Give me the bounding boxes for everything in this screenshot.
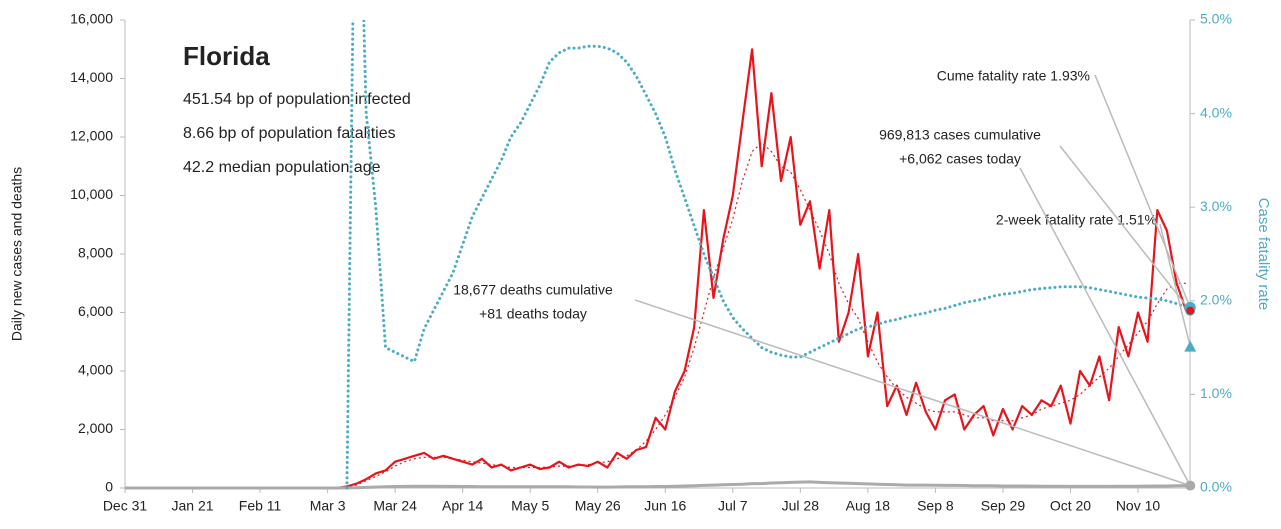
leader-line	[1094, 74, 1191, 308]
x-tick-label: Jul 28	[782, 498, 820, 514]
info-line: 42.2 median population age	[183, 159, 381, 176]
y-tick-label: 10,000	[70, 186, 113, 202]
leader-line	[1019, 167, 1191, 486]
x-tick-label: Sep 8	[917, 498, 954, 514]
y2-axis-label: Case fatality rate	[1255, 198, 1272, 311]
plot-area	[125, 20, 1188, 490]
x-tick-label: Sep 29	[981, 498, 1026, 514]
y-tick-label: 4,000	[78, 362, 113, 378]
marker-triangle	[1184, 340, 1197, 352]
x-tick-label: Mar 24	[373, 498, 417, 514]
y-tick-label: 6,000	[78, 303, 113, 319]
series-line	[125, 480, 1187, 490]
y-tick-label: 8,000	[78, 245, 113, 261]
y-tick-label: 14,000	[70, 69, 113, 85]
leader-line	[1159, 223, 1191, 347]
leader-line	[634, 299, 1191, 487]
marker-dot	[1185, 305, 1196, 316]
annotation: 969,813 cases cumulative	[879, 127, 1041, 143]
x-tick-label: Feb 11	[239, 498, 282, 514]
annotation: +6,062 cases today	[899, 151, 1021, 167]
y-tick-label: 0	[105, 479, 113, 495]
x-tick-label: Mar 3	[310, 498, 346, 514]
y2-tick-label: 1.0%	[1200, 385, 1232, 401]
x-tick-label: Oct 20	[1050, 498, 1091, 514]
x-tick-label: Dec 31	[103, 498, 148, 514]
x-tick-label: May 5	[511, 498, 549, 514]
x-tick-label: Jan 21	[172, 498, 214, 514]
series-line	[125, 142, 1187, 489]
info-title: Florida	[183, 41, 270, 71]
x-tick-label: May 26	[575, 498, 621, 514]
y-axis-label: Daily new cases and deaths	[9, 167, 25, 341]
series-line	[345, 20, 1188, 490]
info-line: 451.54 bp of population infected	[183, 91, 411, 108]
leader-line	[1059, 145, 1191, 312]
x-tick-label: Jul 7	[718, 498, 748, 514]
x-tick-label: Jun 16	[644, 498, 686, 514]
x-tick-label: Apr 14	[442, 498, 483, 514]
y2-tick-label: 3.0%	[1200, 198, 1232, 214]
y-tick-label: 2,000	[78, 420, 113, 436]
x-tick-label: Nov 10	[1116, 498, 1161, 514]
annotation: 2-week fatality rate 1.51%	[996, 212, 1157, 228]
x-tick-label: Aug 18	[846, 498, 891, 514]
info-line: 8.66 bp of population fatalities	[183, 125, 396, 142]
y2-tick-label: 2.0%	[1200, 292, 1232, 308]
y-tick-label: 16,000	[70, 11, 113, 27]
y2-tick-label: 0.0%	[1200, 479, 1232, 495]
annotation: +81 deaths today	[479, 306, 587, 322]
annotation: 18,677 deaths cumulative	[453, 282, 613, 298]
marker-dot	[1185, 480, 1196, 491]
y2-tick-label: 4.0%	[1200, 104, 1232, 120]
y2-tick-label: 5.0%	[1200, 11, 1232, 27]
annotation: Cume fatality rate 1.93%	[937, 68, 1090, 84]
y-tick-label: 12,000	[70, 128, 113, 144]
